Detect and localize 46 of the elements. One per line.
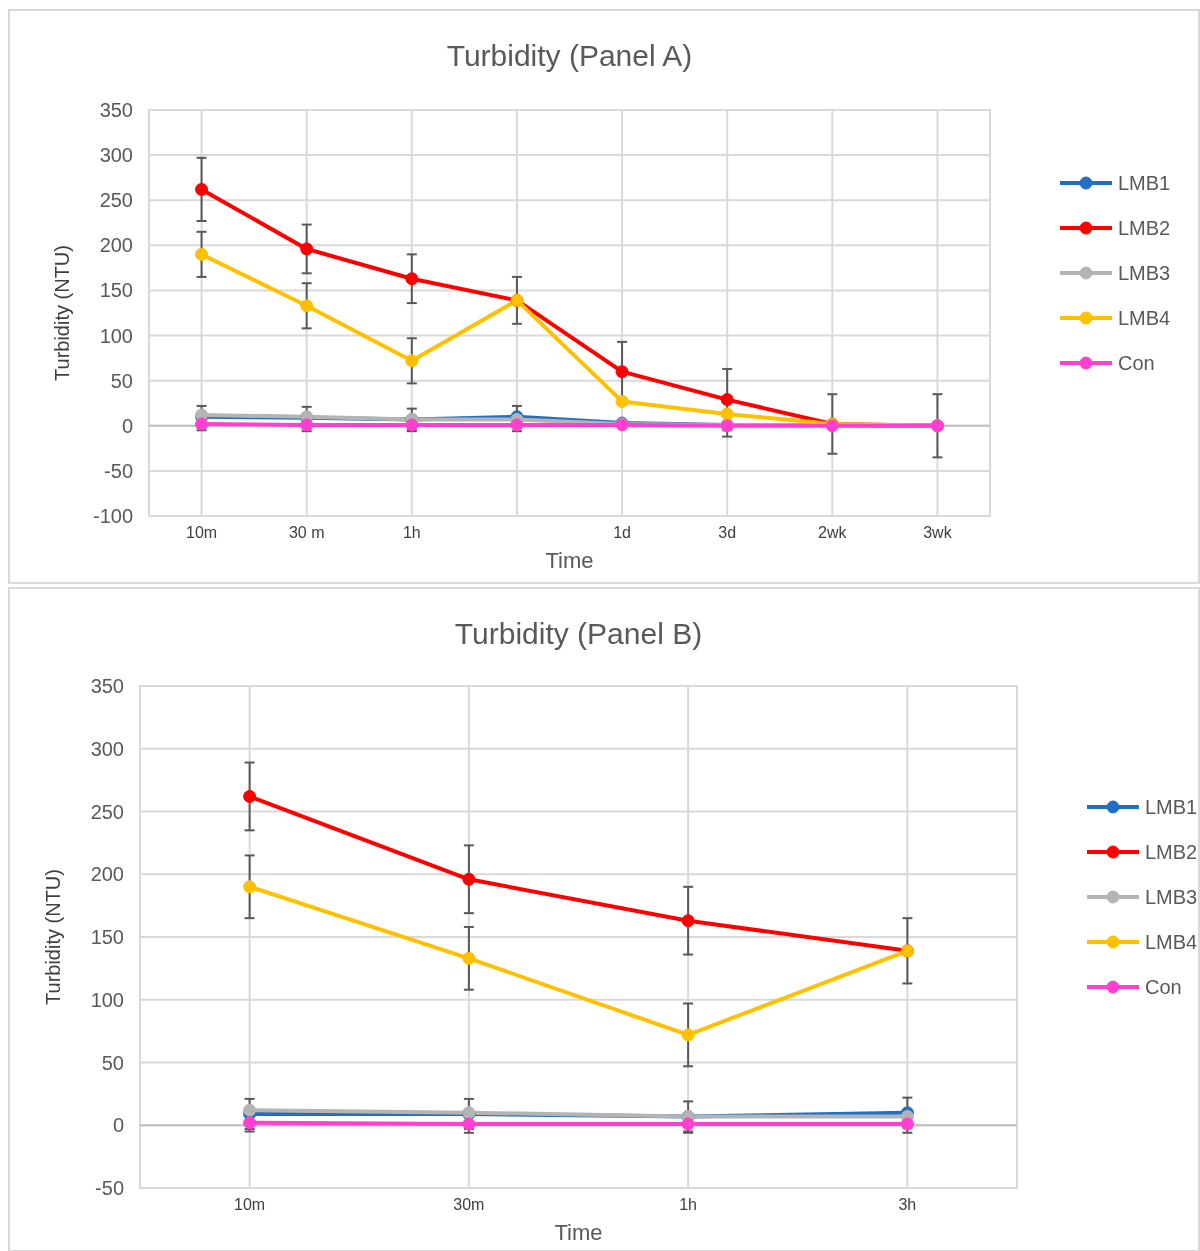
y-axis-title: Turbidity (NTU) bbox=[42, 869, 64, 1005]
y-tick-label: 150 bbox=[99, 279, 133, 302]
x-axis-title: Time bbox=[545, 548, 594, 573]
x-tick-label: 3wk bbox=[923, 524, 953, 541]
legend-label: Con bbox=[1145, 976, 1182, 998]
legend-label: LMB1 bbox=[1118, 172, 1171, 194]
y-tick-label: 200 bbox=[90, 863, 124, 886]
y-tick-label: 300 bbox=[99, 144, 133, 167]
x-tick-label: 3h bbox=[898, 1196, 917, 1213]
y-axis-title: Turbidity (NTU) bbox=[51, 245, 73, 381]
legend-label: LMB2 bbox=[1118, 217, 1171, 239]
legend-label: LMB3 bbox=[1118, 262, 1171, 284]
chart-title: Turbidity (Panel A) bbox=[446, 39, 693, 72]
y-tick-label: 200 bbox=[99, 234, 133, 257]
y-tick-label: 0 bbox=[121, 414, 133, 437]
y-tick-label: 350 bbox=[99, 99, 133, 121]
legend-label: LMB4 bbox=[1118, 307, 1171, 329]
y-tick-label: 350 bbox=[90, 675, 124, 697]
x-tick-label: 1h bbox=[402, 524, 421, 541]
legend-label: LMB2 bbox=[1145, 841, 1198, 863]
y-tick-label: 100 bbox=[90, 988, 124, 1011]
x-axis-title: Time bbox=[554, 1220, 603, 1245]
legend-label: LMB4 bbox=[1145, 931, 1198, 953]
y-tick-label: 300 bbox=[90, 737, 124, 760]
legend-label: LMB1 bbox=[1145, 796, 1198, 818]
y-tick-label: 0 bbox=[112, 1114, 124, 1137]
x-tick-label: 1d bbox=[613, 524, 631, 541]
y-tick-label: -100 bbox=[92, 505, 133, 527]
x-tick-label: 30m bbox=[453, 1196, 485, 1213]
y-tick-label: 100 bbox=[99, 324, 133, 347]
x-tick-label: 2wk bbox=[818, 524, 848, 541]
x-tick-label: 3d bbox=[718, 524, 737, 541]
chart-title: Turbidity (Panel B) bbox=[454, 617, 703, 650]
y-tick-label: -50 bbox=[104, 459, 133, 482]
y-tick-label: 150 bbox=[90, 926, 124, 948]
x-tick-label: 1h bbox=[679, 1196, 698, 1213]
x-tick-label: 10m bbox=[186, 524, 218, 541]
y-tick-label: 250 bbox=[90, 800, 124, 823]
legend-label: Con bbox=[1118, 352, 1155, 374]
y-tick-label: 50 bbox=[110, 369, 133, 392]
y-tick-label: 250 bbox=[99, 189, 133, 212]
x-tick-label: 10m bbox=[234, 1196, 266, 1213]
x-tick-label: 30 m bbox=[288, 524, 325, 541]
y-tick-label: -50 bbox=[95, 1177, 124, 1199]
legend-label: LMB3 bbox=[1145, 886, 1198, 908]
y-tick-label: 50 bbox=[101, 1051, 124, 1074]
